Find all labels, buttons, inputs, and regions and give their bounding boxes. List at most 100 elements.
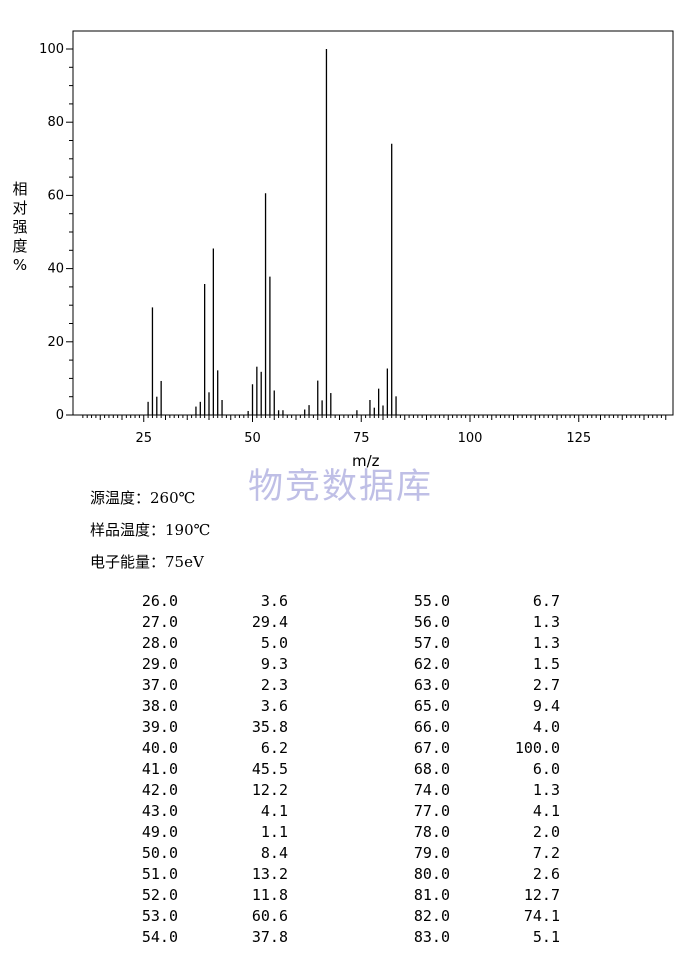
peak-mz: 83.0 [413,928,450,946]
condition-value: 260℃ [150,489,196,507]
peak-table-row: 26.0 3.6 55.0 6.7 [0,591,696,612]
peak-mz: 63.0 [413,676,450,694]
y-tick-label: 40 [47,262,64,277]
peak-mz: 40.0 [141,739,178,757]
peak-mz: 68.0 [413,760,450,778]
peak-intensity: 60.6 [251,907,288,925]
peak-table-row: 53.0 60.6 82.0 74.1 [0,906,696,927]
peak-table-row: 29.0 9.3 62.0 1.5 [0,654,696,675]
y-tick-label: 100 [39,42,64,57]
peak-mz: 55.0 [413,592,450,610]
peak-mz: 29.0 [141,655,178,673]
peak-intensity: 6.7 [532,592,560,610]
peak-intensity: 3.6 [260,697,288,715]
peak-intensity: 29.4 [251,613,288,631]
peak-mz: 42.0 [141,781,178,799]
peak-table-row: 52.0 11.8 81.0 12.7 [0,885,696,906]
peak-mz: 39.0 [141,718,178,736]
peak-mz: 62.0 [413,655,450,673]
chart-bars [147,49,397,415]
peak-intensity: 4.0 [532,718,560,736]
peak-mz: 66.0 [413,718,450,736]
peak-intensity: 1.3 [532,613,560,631]
x-tick-label: 50 [244,431,261,446]
peak-mz: 56.0 [413,613,450,631]
peak-intensity: 12.2 [251,781,288,799]
peak-intensity: 100.0 [514,739,560,757]
peak-intensity: 37.8 [251,928,288,946]
peak-mz: 50.0 [141,844,178,862]
peak-mz: 43.0 [141,802,178,820]
mass-spectrum-chart: 25 50 75 100 125 0 20 40 60 80 100 [39,30,674,446]
peak-mz: 82.0 [413,907,450,925]
peak-mz: 37.0 [141,676,178,694]
peak-table-row: 43.0 4.1 77.0 4.1 [0,801,696,822]
peak-table: 26.0 3.6 55.0 6.7 27.0 29.4 56.0 1.3 28.0 5.0 57.0… [0,591,696,948]
peak-intensity: 1.1 [260,823,288,841]
peak-intensity: 3.6 [260,592,288,610]
peak-intensity: 7.2 [532,844,560,862]
peak-intensity: 1.3 [532,634,560,652]
peak-mz: 41.0 [141,760,178,778]
peak-intensity: 13.2 [251,865,288,883]
peak-intensity: 2.0 [532,823,560,841]
peak-intensity: 2.6 [532,865,560,883]
y-tick-label: 60 [47,188,64,203]
peak-mz: 81.0 [413,886,450,904]
peak-table-row: 27.0 29.4 56.0 1.3 [0,612,696,633]
peak-mz: 54.0 [141,928,178,946]
x-tick-label: 125 [566,431,591,446]
peak-intensity: 9.3 [260,655,288,673]
electron-energy: 电子能量：75eV [90,551,204,572]
y-axis-label-char: 对 [12,199,28,217]
peak-intensity: 1.3 [532,781,560,799]
peak-intensity: 8.4 [260,844,288,862]
peak-mz: 80.0 [413,865,450,883]
peak-mz: 27.0 [141,613,178,631]
peak-intensity: 11.8 [251,886,288,904]
peak-mz: 57.0 [413,634,450,652]
condition-label: 源温度： [90,489,151,507]
peak-intensity: 6.2 [260,739,288,757]
peak-mz: 77.0 [413,802,450,820]
plot-frame [72,30,674,416]
y-axis-label-char: 度 [12,237,28,255]
peak-intensity: 35.8 [251,718,288,736]
peak-table-row: 42.0 12.2 74.0 1.3 [0,780,696,801]
y-tick-label: 20 [47,335,64,350]
peak-mz: 38.0 [141,697,178,715]
source-temperature: 源温度：260℃ [90,487,195,508]
y-axis-label-char: % [12,256,28,274]
peak-table-row: 38.0 3.6 65.0 9.4 [0,696,696,717]
chart-axes: 25 50 75 100 125 0 20 40 60 80 100 [39,30,674,446]
peak-intensity: 5.1 [532,928,560,946]
peak-mz: 26.0 [141,592,178,610]
x-tick-label: 25 [135,431,152,446]
peak-mz: 28.0 [141,634,178,652]
peak-intensity: 74.1 [523,907,560,925]
peak-table-row: 51.0 13.2 80.0 2.6 [0,864,696,885]
x-axis-label: m/z [352,452,380,470]
y-tick-label: 0 [56,408,64,423]
peak-mz: 53.0 [141,907,178,925]
condition-label: 样品温度： [90,521,166,539]
peak-table-row: 50.0 8.4 79.0 7.2 [0,843,696,864]
watermark: 物竞数据库 [248,467,434,507]
peak-intensity: 45.5 [251,760,288,778]
sample-temperature: 样品温度：190℃ [90,519,210,540]
peak-mz: 79.0 [413,844,450,862]
peak-mz: 78.0 [413,823,450,841]
peak-intensity: 2.3 [260,676,288,694]
peak-mz: 67.0 [413,739,450,757]
peak-mz: 49.0 [141,823,178,841]
y-axis-label: 相 对 强 度 % [8,180,32,275]
condition-value: 190℃ [165,521,211,539]
x-tick-label: 100 [458,431,483,446]
peak-mz: 74.0 [413,781,450,799]
peak-intensity: 4.1 [532,802,560,820]
peak-table-row: 37.0 2.3 63.0 2.7 [0,675,696,696]
peak-table-row: 28.0 5.0 57.0 1.3 [0,633,696,654]
peak-table-row: 49.0 1.1 78.0 2.0 [0,822,696,843]
peak-intensity: 1.5 [532,655,560,673]
condition-value: 75eV [165,553,204,571]
